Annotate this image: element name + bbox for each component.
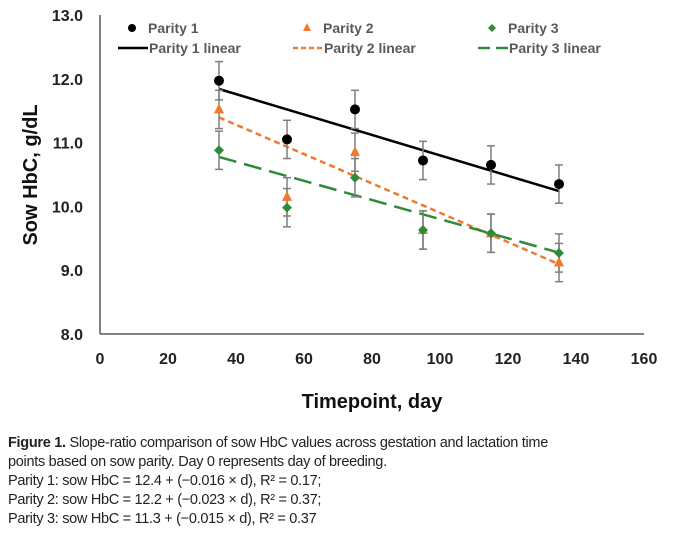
y-tick-label: 9.0 [61,263,83,280]
chart: 8.0 9.0 10.0 11.0 12.0 13.0 0 20 40 60 80 100 120 140… [20,8,658,413]
y-tick-label: 12.0 [52,72,83,89]
y-axis-label: Sow HbC, g/dL [20,104,42,245]
legend: Parity 1 Parity 1 linear Parity 2 Parity 2 … [118,20,601,56]
x-axis-label: Timepoint, day [302,391,444,413]
trend-line-parity-2 [218,116,560,266]
caption-text-line-2: points based on sow parity. Day 0 repres… [8,454,387,470]
data-point-parity-3 [418,225,428,236]
y-tick-label: 10.0 [52,199,83,216]
legend-label: Parity 2 linear [324,40,416,56]
data-point-parity-3 [214,145,224,156]
x-tick-label: 60 [295,351,313,368]
axes: 8.0 9.0 10.0 11.0 12.0 13.0 0 20 40 60 80 100 120 140… [52,8,658,368]
legend-label: Parity 3 [508,20,559,36]
legend-label: Parity 2 [323,20,374,36]
caption-equation-parity-3: Parity 3: sow HbC = 11.3 + (−0.015 × d),… [8,511,317,527]
legend-marker-parity-2 [303,23,311,31]
data-point-parity-2 [350,146,360,157]
data-point-parity-2 [214,103,224,114]
trend-line-parity-1 [218,87,560,193]
data-point-parity-2 [282,190,292,201]
data-point-parity-1 [350,104,360,115]
caption-equation-parity-1: Parity 1: sow HbC = 12.4 + (−0.016 × d),… [8,473,322,489]
data-point-parity-1 [214,75,224,86]
caption-label: Figure 1. [8,435,66,451]
x-tick-label: 40 [227,351,245,368]
trend-line-parity-3 [218,155,560,254]
legend-marker-parity-3 [488,24,496,32]
data-point-parity-3 [350,172,360,183]
legend-label: Parity 3 linear [509,40,601,56]
x-tick-label: 0 [96,351,105,368]
caption-equation-parity-2: Parity 2: sow HbC = 12.2 + (−0.023 × d),… [8,492,322,508]
y-tick-label: 8.0 [61,327,83,344]
error-bars [215,60,563,283]
legend-label: Parity 1 [148,20,199,36]
legend-marker-parity-1 [128,24,136,32]
data-point-parity-1 [282,134,292,145]
data-point-parity-1 [418,155,428,166]
data-point-parity-2 [554,256,564,267]
data-point-parity-3 [554,247,564,258]
x-tick-label: 80 [363,351,381,368]
y-tick-label: 11.0 [53,136,83,153]
x-tick-label: 140 [563,351,590,368]
trend-lines [218,87,560,266]
x-tick-label: 120 [495,351,522,368]
data-point-parity-3 [282,202,292,213]
data-point-parity-1 [554,179,564,190]
data-points [214,75,564,267]
x-tick-label: 20 [159,351,177,368]
data-point-parity-3 [486,228,496,239]
figure-caption: Figure 1. Slope-ratio comparison of sow … [8,434,668,529]
x-tick-label: 100 [427,351,454,368]
data-point-parity-1 [486,159,496,170]
y-tick-label: 13.0 [52,8,83,25]
legend-label: Parity 1 linear [149,40,241,56]
caption-text-line-1: Slope-ratio comparison of sow HbC values… [65,435,548,451]
x-tick-label: 160 [631,351,658,368]
